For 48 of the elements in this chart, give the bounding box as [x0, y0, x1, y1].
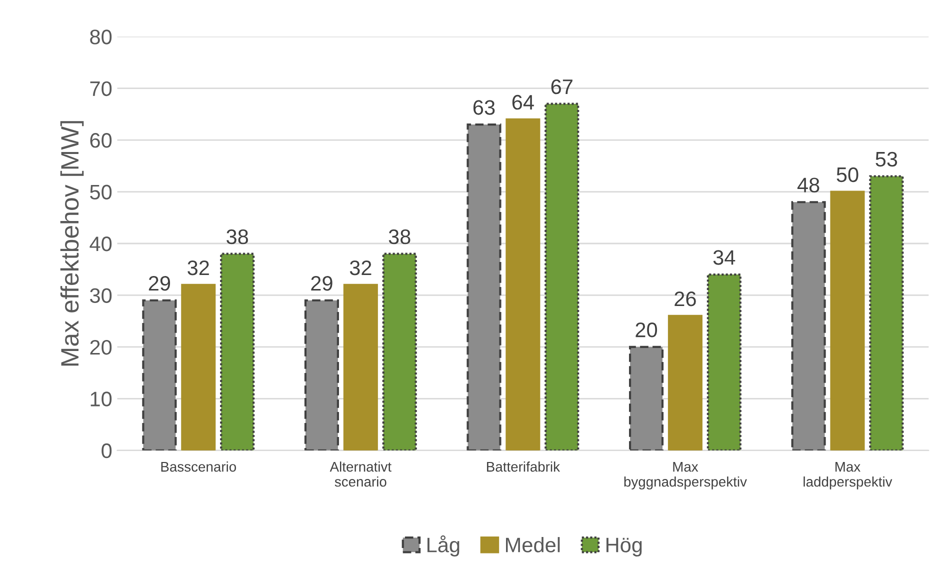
- data-label: 38: [226, 229, 248, 244]
- bar: [382, 252, 417, 450]
- data-label: 29: [148, 276, 170, 291]
- data-label: 63: [473, 100, 495, 115]
- legend-label: Medel: [506, 537, 560, 552]
- bar: [343, 284, 378, 450]
- bar: [181, 284, 216, 450]
- data-label: 53: [876, 152, 898, 167]
- y-tick-label: 50: [90, 184, 112, 200]
- y-tick-label: 0: [102, 443, 112, 458]
- y-tick-label: 70: [90, 81, 112, 96]
- bar: [830, 190, 865, 450]
- y-tick-label: 20: [90, 340, 112, 355]
- bar: [544, 102, 580, 450]
- bar: [869, 175, 904, 450]
- y-tick-label: 80: [90, 30, 112, 44]
- data-label: 34: [713, 250, 736, 265]
- y-axis-title: Max effektbehov [MW]: [60, 121, 84, 366]
- data-label: 26: [674, 291, 696, 306]
- bar: [220, 252, 255, 450]
- data-label: 48: [797, 178, 820, 192]
- x-tick-label: Max laddperspektiv: [804, 462, 892, 490]
- bar: [791, 201, 826, 450]
- data-label: 38: [388, 229, 410, 244]
- legend-label: Hög: [606, 538, 642, 556]
- bar: [304, 299, 339, 450]
- data-label: 29: [311, 276, 332, 291]
- bar: [628, 346, 664, 450]
- bar: [142, 299, 177, 450]
- x-tick-label: Batterifabrik: [487, 462, 560, 472]
- y-tick-label: 60: [90, 133, 112, 148]
- y-tick-label: 30: [90, 288, 112, 303]
- legend-label: Låg: [427, 535, 460, 556]
- x-tick-label: Basscenario: [161, 462, 236, 472]
- bar: [506, 118, 540, 450]
- x-tick-label: Max byggnadsperspektiv: [624, 462, 747, 490]
- bar: [668, 314, 702, 450]
- bar: [706, 273, 742, 450]
- data-label: 32: [188, 260, 209, 276]
- data-label: 32: [350, 260, 372, 276]
- y-tick-label: 40: [90, 236, 112, 252]
- data-label: 64: [512, 94, 534, 110]
- data-label: 50: [836, 167, 858, 182]
- bar: [466, 123, 502, 450]
- data-label: 20: [636, 322, 658, 338]
- y-tick-label: 10: [90, 392, 112, 406]
- data-label: 67: [551, 79, 572, 94]
- x-tick-label: Alternativt scenario: [330, 462, 392, 487]
